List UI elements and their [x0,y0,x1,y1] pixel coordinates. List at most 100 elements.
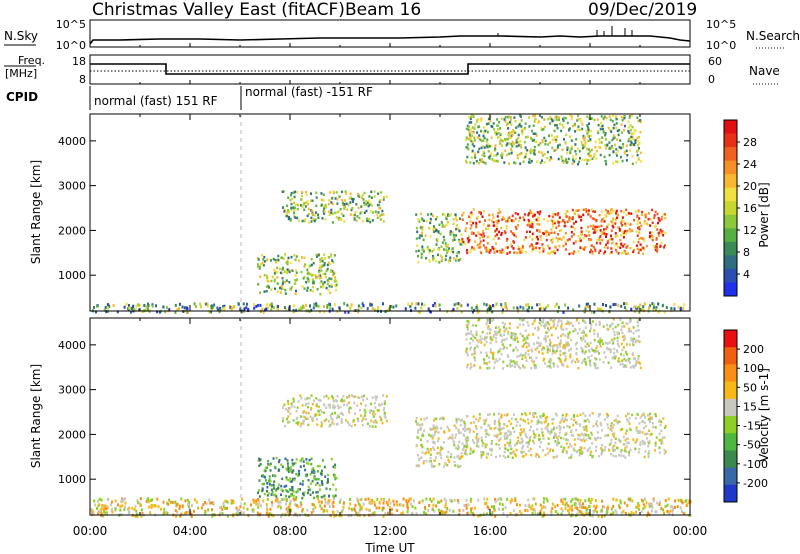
scatter-cell [640,498,643,502]
scatter-cell [629,128,632,132]
scatter-cell [627,252,629,256]
scatter-cell [677,498,680,502]
scatter-cell [374,425,377,428]
scatter-cell [579,336,582,340]
scatter-cell [510,245,513,248]
scatter-cell [272,457,275,460]
scatter-cell [562,235,565,239]
scatter-cell [465,227,468,230]
scatter-cell [328,302,331,306]
scatter-cell [583,331,585,334]
scatter-cell [429,235,432,238]
scatter-cell [334,284,337,287]
scatter-cell [299,415,302,418]
scatter-cell [555,226,558,229]
scatter-cell [334,463,337,467]
scatter-cell [425,219,428,223]
scatter-cell [381,209,384,213]
scatter-cell [447,450,450,454]
scatter-cell [205,502,208,506]
scatter-cell [315,211,318,214]
scatter-cell [487,307,490,311]
scatter-cell [135,512,138,516]
scatter-cell [298,308,301,312]
scatter-cell [542,434,545,437]
colorbar-tick-label: 12 [743,224,757,237]
scatter-cell [584,499,587,503]
scatter-cell [539,235,542,238]
scatter-cell [370,204,373,207]
scatter-cell [593,155,596,158]
scatter-cell [513,430,516,433]
scatter-cell [555,118,558,121]
scatter-cell [471,143,474,146]
scatter-cell [612,242,615,245]
scatter-cell [92,511,95,515]
scatter-cell [590,134,592,138]
scatter-cell [454,446,457,449]
scatter-cell [582,437,585,441]
scatter-cell [270,493,273,496]
scatter-cell [323,411,326,414]
scatter-cell [533,145,536,149]
scatter-cell [438,451,441,455]
scatter-cell [430,219,433,222]
scatter-cell [581,319,584,322]
scatter-cell [239,505,242,509]
scatter-cell [638,504,641,508]
scatter-cell [569,353,572,357]
scatter-cell [160,507,162,511]
scatter-cell [591,252,594,255]
scatter-cell [599,153,602,157]
scatter-cell [487,156,490,159]
scatter-cell [603,252,605,255]
scatter-cell [533,149,536,152]
scatter-cell [629,124,632,127]
scatter-cell [634,210,637,213]
scatter-cell [357,206,360,210]
colorbar-tick-label: 24 [743,158,757,171]
scatter-cell [291,458,294,462]
scatter-cell [356,215,359,218]
scatter-cell [257,283,260,286]
scatter-cell [482,145,484,148]
scatter-cell [191,504,193,508]
scatter-cell [608,341,611,344]
scatter-cell [332,274,334,277]
scatter-cell [628,327,631,330]
scatter-cell [439,453,442,457]
scatter-cell [589,238,592,241]
scatter-cell [269,469,272,472]
scatter-cell [531,244,533,247]
scatter-cell [645,244,648,248]
scatter-cell [204,302,207,306]
scatter-cell [597,123,600,127]
scatter-cell [331,502,334,506]
scatter-cell [320,280,323,283]
scatter-cell [616,421,619,425]
scatter-cell [483,154,486,158]
scatter-cell [179,514,182,518]
scatter-cell [571,497,574,501]
scatter-cell [255,304,258,308]
scatter-cell [289,469,292,473]
scatter-cell [466,143,469,146]
scatter-cell [302,492,304,495]
scatter-cell [524,236,527,239]
scatter-cell [541,140,544,144]
scatter-cell [499,139,502,143]
scatter-cell [623,443,626,446]
scatter-cell [392,305,395,309]
scatter-cell [447,458,450,462]
scatter-cell [377,192,380,195]
scatter-cell [366,422,369,425]
scatter-cell [326,279,329,282]
scatter-cell [465,428,468,431]
scatter-cell [484,420,487,423]
scatter-cell [453,460,456,464]
scatter-cell [465,498,468,502]
scatter-cell [332,404,335,407]
scatter-cell [436,452,439,455]
scatter-cell [222,305,224,309]
scatter-cell [186,498,189,502]
